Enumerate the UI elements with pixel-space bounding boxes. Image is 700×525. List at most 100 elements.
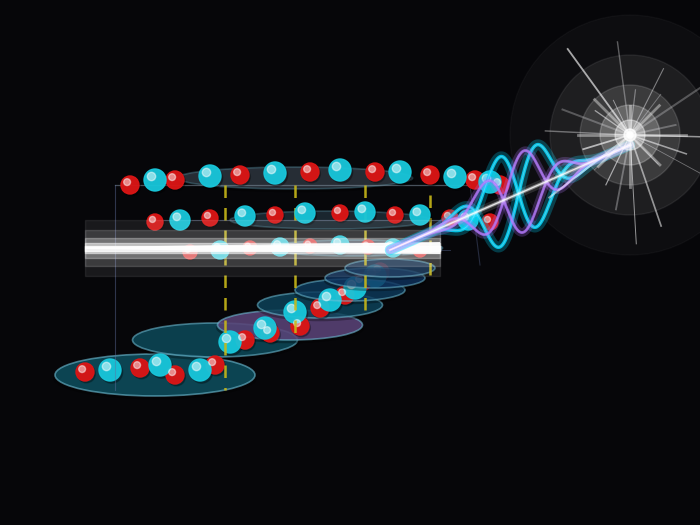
Circle shape: [331, 236, 349, 254]
Circle shape: [311, 299, 329, 317]
Circle shape: [212, 243, 230, 261]
Circle shape: [183, 245, 197, 259]
Circle shape: [101, 361, 122, 383]
Circle shape: [236, 331, 254, 349]
Ellipse shape: [218, 310, 363, 340]
Ellipse shape: [175, 170, 415, 192]
Circle shape: [231, 166, 249, 184]
Circle shape: [468, 173, 485, 191]
Ellipse shape: [178, 167, 412, 189]
Circle shape: [334, 239, 340, 246]
Circle shape: [256, 319, 278, 341]
Circle shape: [494, 178, 500, 185]
Circle shape: [173, 213, 181, 220]
Circle shape: [239, 334, 246, 341]
Circle shape: [368, 165, 385, 183]
Circle shape: [336, 286, 354, 304]
Circle shape: [301, 163, 319, 181]
Circle shape: [389, 208, 404, 225]
Circle shape: [387, 207, 403, 223]
Circle shape: [322, 292, 330, 301]
Circle shape: [274, 240, 281, 248]
Circle shape: [211, 241, 229, 259]
Circle shape: [202, 210, 218, 226]
Circle shape: [167, 368, 186, 386]
Polygon shape: [85, 242, 440, 254]
Circle shape: [446, 168, 468, 190]
Circle shape: [121, 176, 139, 194]
Circle shape: [459, 212, 480, 232]
Circle shape: [615, 120, 645, 150]
Ellipse shape: [256, 295, 384, 321]
Circle shape: [209, 359, 216, 365]
Circle shape: [272, 240, 290, 258]
Circle shape: [413, 208, 421, 216]
Circle shape: [482, 214, 498, 230]
Ellipse shape: [228, 214, 432, 232]
Circle shape: [392, 164, 400, 173]
Circle shape: [271, 238, 289, 256]
Circle shape: [372, 265, 391, 283]
Circle shape: [312, 301, 330, 319]
Circle shape: [294, 320, 300, 327]
Circle shape: [361, 240, 375, 254]
Circle shape: [76, 363, 94, 381]
Circle shape: [190, 361, 213, 383]
Circle shape: [368, 268, 376, 277]
Circle shape: [389, 161, 411, 183]
Circle shape: [321, 291, 343, 313]
Circle shape: [262, 326, 280, 344]
Circle shape: [264, 162, 286, 184]
Circle shape: [254, 317, 276, 339]
Circle shape: [149, 216, 155, 223]
Circle shape: [144, 169, 166, 191]
Ellipse shape: [55, 354, 255, 396]
Circle shape: [346, 279, 368, 301]
Circle shape: [193, 362, 201, 371]
Circle shape: [238, 209, 246, 217]
Circle shape: [78, 366, 85, 373]
Circle shape: [302, 165, 321, 183]
Ellipse shape: [258, 292, 382, 318]
Circle shape: [185, 247, 190, 253]
Circle shape: [293, 319, 310, 337]
Circle shape: [479, 171, 501, 193]
Ellipse shape: [344, 262, 436, 280]
Circle shape: [483, 216, 499, 232]
Circle shape: [424, 169, 430, 175]
Circle shape: [305, 241, 310, 246]
Circle shape: [261, 324, 279, 342]
Circle shape: [358, 205, 365, 213]
Circle shape: [333, 207, 349, 223]
Circle shape: [77, 365, 95, 383]
Circle shape: [284, 301, 306, 323]
Circle shape: [122, 178, 140, 196]
Circle shape: [150, 356, 173, 378]
Circle shape: [147, 214, 163, 230]
Circle shape: [149, 354, 171, 376]
Circle shape: [131, 359, 149, 377]
Circle shape: [295, 203, 315, 223]
Circle shape: [337, 288, 356, 306]
Circle shape: [384, 239, 402, 257]
Circle shape: [600, 105, 660, 165]
Circle shape: [166, 366, 184, 384]
Circle shape: [366, 163, 384, 181]
Circle shape: [303, 239, 317, 253]
Circle shape: [237, 208, 256, 228]
Circle shape: [147, 172, 155, 181]
Circle shape: [291, 317, 309, 335]
Circle shape: [339, 289, 346, 296]
Circle shape: [332, 238, 351, 256]
Circle shape: [415, 245, 421, 250]
Circle shape: [169, 369, 176, 375]
Circle shape: [469, 174, 475, 181]
Circle shape: [447, 169, 456, 177]
Circle shape: [319, 289, 341, 311]
Circle shape: [267, 165, 276, 174]
Circle shape: [234, 169, 241, 175]
Ellipse shape: [295, 279, 405, 301]
Circle shape: [206, 356, 224, 374]
Circle shape: [297, 205, 316, 225]
Circle shape: [214, 244, 220, 250]
